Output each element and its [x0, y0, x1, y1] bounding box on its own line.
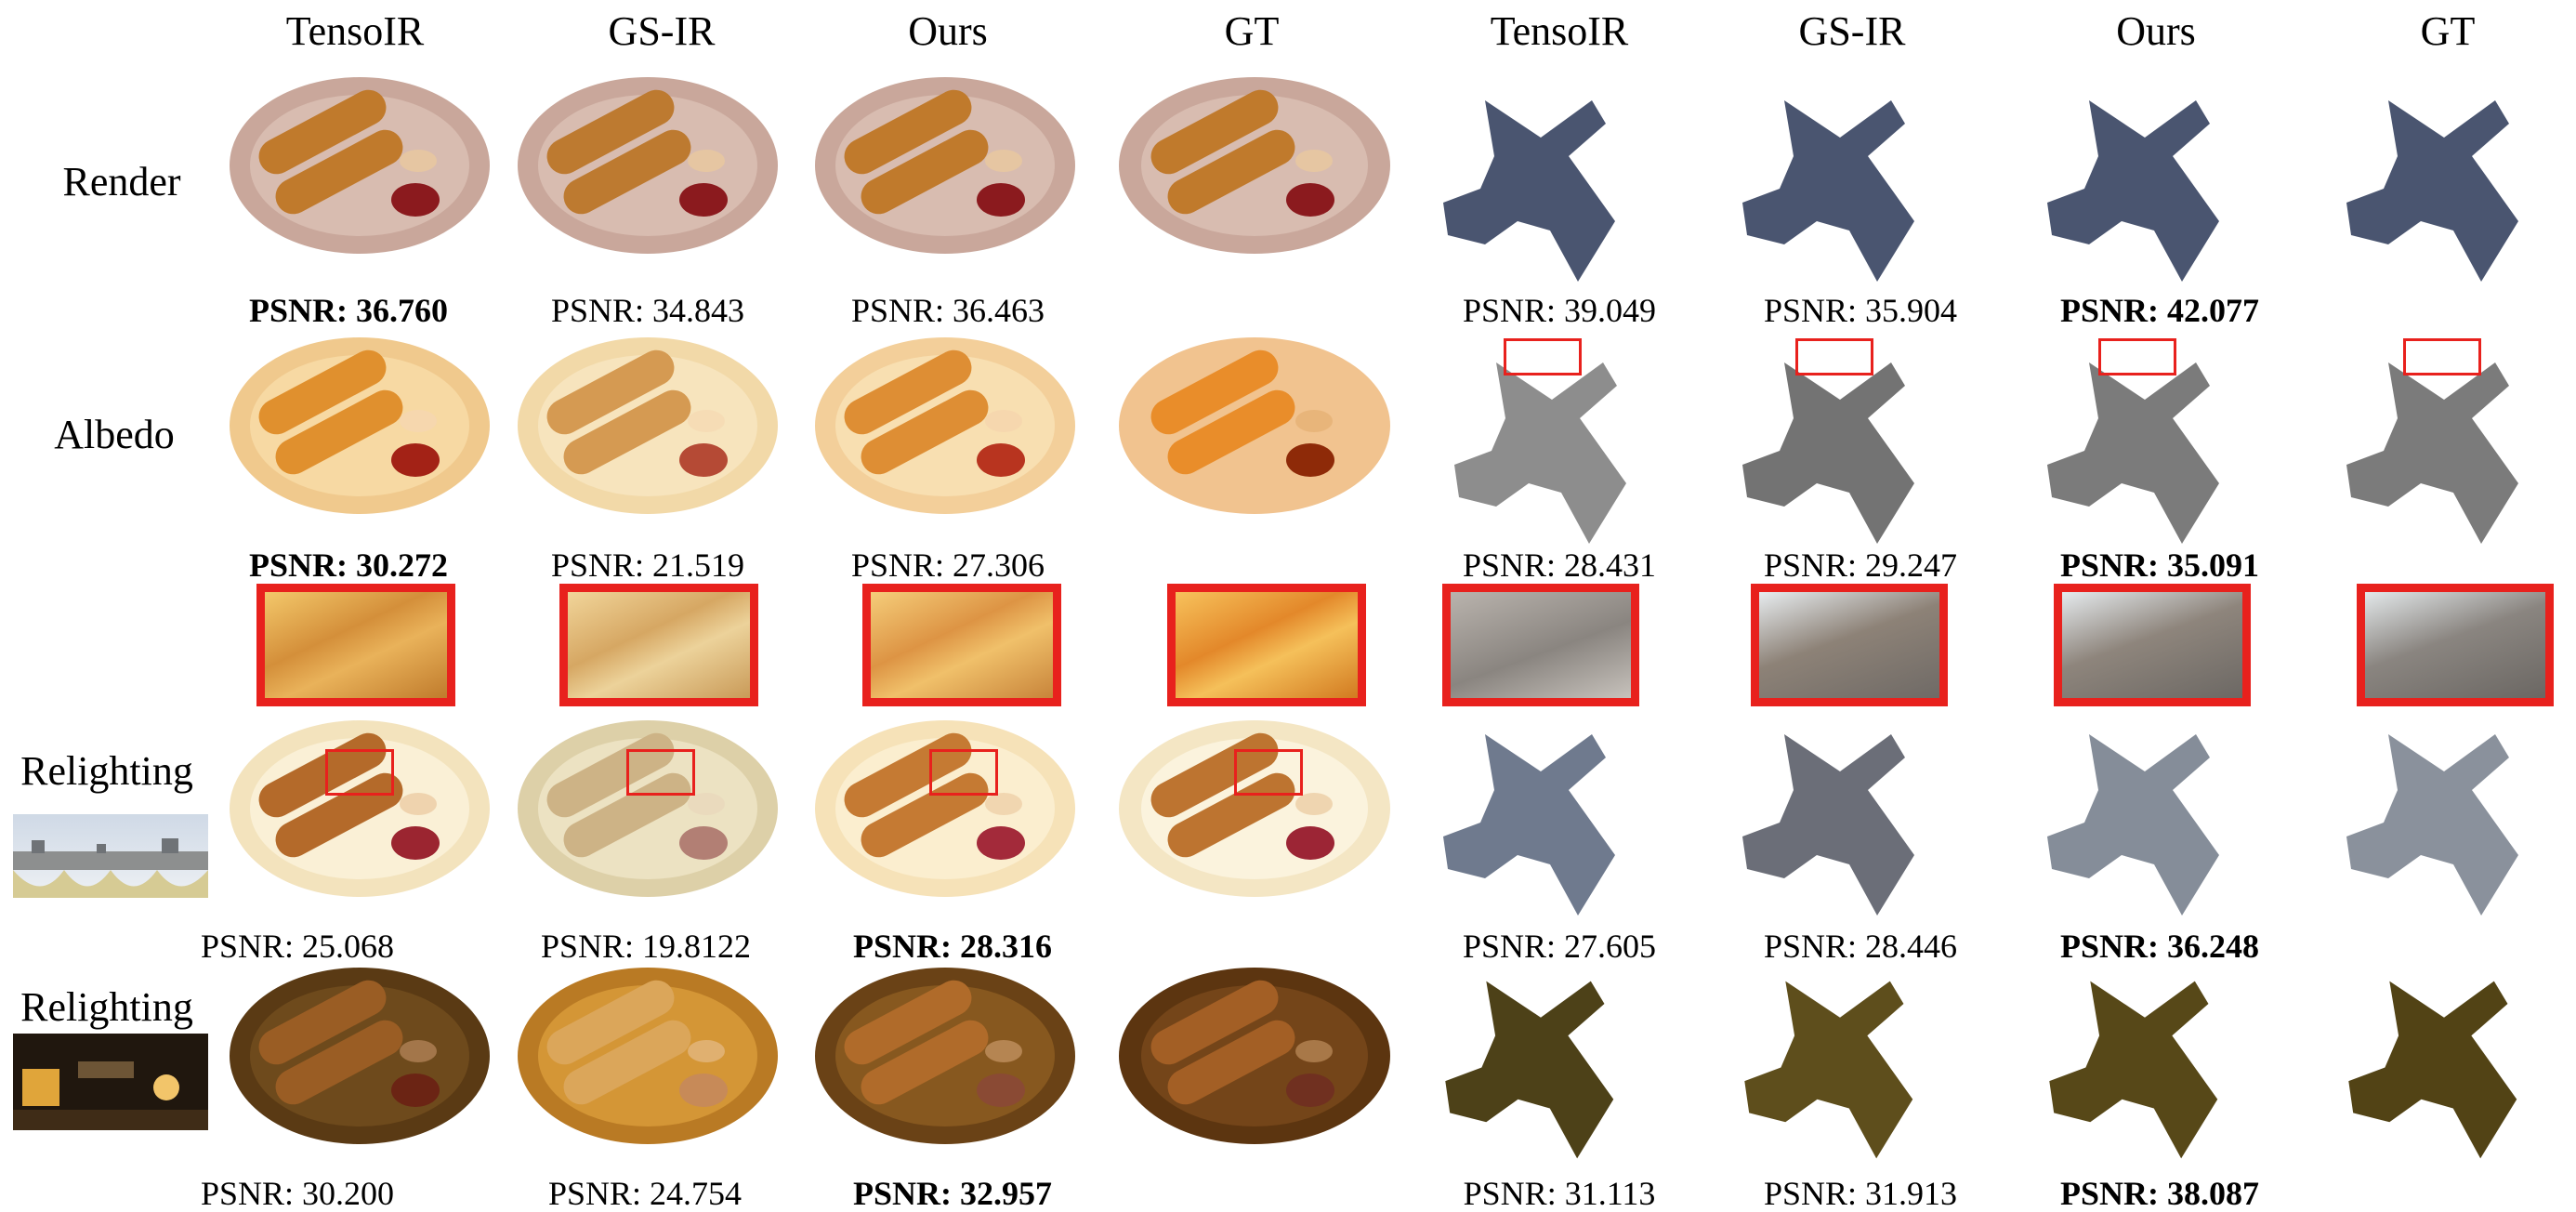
albedo-hotdog-gsir: [513, 333, 782, 519]
psnr-render-hotdog-ours: PSNR: 36.463: [850, 292, 1045, 329]
relight2-hotdog-gt: [1115, 963, 1394, 1149]
row-header-albedo: Albedo: [54, 412, 175, 457]
zoom-region-box: [1504, 338, 1582, 375]
albedo-dragon-ours: [2033, 344, 2256, 558]
relight1-dragon-gt: [2333, 716, 2556, 929]
relight2-hotdog-ours: [810, 963, 1080, 1149]
psnr-relight2-hotdog-tensoir: PSNR: 30.200: [200, 1175, 395, 1212]
render-hotdog-ours: [810, 72, 1080, 258]
zoom-region-box: [2098, 338, 2176, 375]
relight2-hotdog-gsir: [513, 963, 782, 1149]
relight2-dragon-gt: [2333, 963, 2556, 1172]
psnr-albedo-dragon-tensoir: PSNR: 28.431: [1462, 547, 1657, 584]
psnr-render-dragon-gsir: PSNR: 35.904: [1763, 292, 1958, 329]
column-header-gsir-dragon: GS-IR: [1798, 8, 1906, 54]
relight2-dragon-tensoir: [1429, 963, 1652, 1172]
render-dragon-gt: [2333, 82, 2556, 296]
relight1-dragon-ours: [2033, 716, 2256, 929]
zoom-region-box: [626, 749, 695, 796]
environment-map-indoor: [13, 1034, 208, 1130]
psnr-albedo-hotdog-ours: PSNR: 27.306: [850, 547, 1045, 584]
column-header-ours-dragon: Ours: [2116, 8, 2196, 54]
albedo-hotdog-ours: [810, 333, 1080, 519]
relight1-hotdog-ours: [810, 716, 1080, 902]
zoom-crop-hotdog-gt: [1167, 584, 1366, 706]
psnr-relight2-hotdog-ours: PSNR: 32.957: [853, 1175, 1052, 1212]
albedo-hotdog-gt: [1115, 333, 1394, 519]
psnr-relight1-hotdog-ours: PSNR: 28.316: [853, 928, 1052, 965]
column-header-tensoir-dragon: TensoIR: [1490, 8, 1629, 54]
zoom-region-box: [929, 749, 998, 796]
column-header-tensoir-hotdog: TensoIR: [285, 8, 425, 54]
row-header-relighting-2: Relighting: [20, 984, 193, 1030]
zoom-region-box: [1795, 338, 1873, 375]
psnr-relight2-dragon-tensoir: PSNR: 31.113: [1463, 1175, 1656, 1212]
psnr-albedo-dragon-gsir: PSNR: 29.247: [1763, 547, 1958, 584]
psnr-albedo-hotdog-tensoir: PSNR: 30.272: [249, 547, 448, 584]
psnr-render-dragon-ours: PSNR: 42.077: [2060, 292, 2259, 329]
albedo-dragon-gsir: [1728, 344, 1952, 558]
zoom-region-box: [2403, 338, 2481, 375]
psnr-albedo-dragon-ours: PSNR: 35.091: [2060, 547, 2259, 584]
relight1-hotdog-gt: [1115, 716, 1394, 902]
psnr-relight1-dragon-ours: PSNR: 36.248: [2060, 928, 2259, 965]
psnr-relight1-dragon-tensoir: PSNR: 27.605: [1462, 928, 1657, 965]
column-header-ours-hotdog: Ours: [908, 8, 988, 54]
psnr-render-hotdog-gsir: PSNR: 34.843: [550, 292, 745, 329]
environment-map-outdoor: [13, 814, 208, 898]
zoom-crop-dragon-ours: [2054, 584, 2251, 706]
psnr-render-dragon-tensoir: PSNR: 39.049: [1462, 292, 1657, 329]
zoom-region-box: [325, 749, 394, 796]
render-hotdog-tensoir: [225, 72, 494, 258]
relight2-dragon-gsir: [1728, 963, 1952, 1172]
relight2-dragon-ours: [2033, 963, 2256, 1172]
psnr-relight2-hotdog-gsir: PSNR: 24.754: [547, 1175, 743, 1212]
render-hotdog-gt: [1115, 72, 1394, 258]
relight2-hotdog-tensoir: [225, 963, 494, 1149]
zoom-crop-dragon-gsir: [1751, 584, 1948, 706]
albedo-dragon-tensoir: [1440, 344, 1663, 558]
zoom-crop-dragon-gt: [2357, 584, 2554, 706]
zoom-crop-dragon-tensoir: [1442, 584, 1639, 706]
psnr-relight1-hotdog-gsir: PSNR: 19.8122: [540, 928, 752, 965]
column-header-gt-dragon: GT: [2420, 8, 2476, 54]
render-hotdog-gsir: [513, 72, 782, 258]
zoom-crop-hotdog-gsir: [559, 584, 758, 706]
zoom-region-box: [1234, 749, 1303, 796]
row-header-relighting-1: Relighting: [20, 748, 193, 794]
albedo-dragon-gt: [2333, 344, 2556, 558]
psnr-render-hotdog-tensoir: PSNR: 36.760: [249, 292, 448, 329]
psnr-relight2-dragon-gsir: PSNR: 31.913: [1763, 1175, 1958, 1212]
relight1-dragon-gsir: [1728, 716, 1952, 929]
relight1-hotdog-gsir: [513, 716, 782, 902]
render-dragon-tensoir: [1429, 82, 1652, 296]
relight1-dragon-tensoir: [1429, 716, 1652, 929]
zoom-crop-hotdog-ours: [862, 584, 1061, 706]
row-header-render: Render: [62, 159, 181, 204]
render-dragon-ours: [2033, 82, 2256, 296]
psnr-relight1-dragon-gsir: PSNR: 28.446: [1763, 928, 1958, 965]
zoom-crop-hotdog-tensoir: [256, 584, 455, 706]
psnr-relight2-dragon-ours: PSNR: 38.087: [2060, 1175, 2259, 1212]
psnr-albedo-hotdog-gsir: PSNR: 21.519: [550, 547, 745, 584]
psnr-relight1-hotdog-tensoir: PSNR: 25.068: [200, 928, 395, 965]
column-header-gsir-hotdog: GS-IR: [608, 8, 716, 54]
relight1-hotdog-tensoir: [225, 716, 494, 902]
albedo-hotdog-tensoir: [225, 333, 494, 519]
column-header-gt-hotdog: GT: [1224, 8, 1280, 54]
render-dragon-gsir: [1728, 82, 1952, 296]
